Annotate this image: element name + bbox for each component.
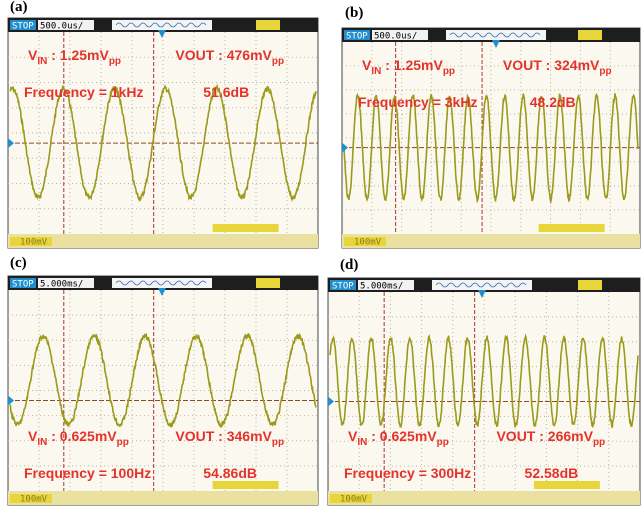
vin-symbol-sub: IN: [357, 437, 367, 448]
bottom-bar: [342, 234, 640, 248]
vout-unit-sub: pp: [272, 437, 284, 448]
panel-label: (c): [10, 255, 27, 271]
vin-unit-sub: pp: [117, 437, 129, 448]
bottom-bar: [8, 491, 318, 505]
vin-unit-sub: pp: [437, 437, 449, 448]
timebase: 500.0us/: [40, 22, 83, 32]
memory-bar: [446, 30, 546, 40]
status: STOP: [12, 280, 34, 290]
status: STOP: [332, 282, 354, 292]
vout-value: VOUT : 476mV: [175, 47, 272, 63]
trigger-box: [256, 278, 280, 288]
measure-box: [213, 224, 279, 232]
panel-label: (d): [340, 257, 358, 273]
panel-label: (b): [345, 5, 363, 21]
panel-label: (a): [10, 0, 28, 15]
measure-box: [539, 224, 605, 232]
vin-unit-sub: pp: [109, 56, 121, 67]
vout-value: VOUT : 324mV: [503, 57, 600, 73]
vin-symbol-sub: IN: [371, 66, 381, 77]
frequency: Frequency = 100Hz: [24, 465, 151, 481]
bottom-bar: [328, 491, 640, 505]
gain: 52.58dB: [525, 465, 579, 481]
timebase: 5.000ms/: [40, 280, 83, 290]
vin-value: : 0.625mV: [367, 428, 437, 444]
vin-symbol-sub: IN: [37, 56, 47, 67]
frequency: Frequency = 300Hz: [344, 465, 471, 481]
timebase: 5.000ms/: [360, 282, 403, 292]
status: STOP: [12, 22, 34, 32]
measure-box: [213, 481, 279, 489]
vout-unit-sub: pp: [593, 437, 605, 448]
gain: 51.6dB: [203, 84, 249, 100]
trigger-box: [256, 20, 280, 30]
vout-value: VOUT : 266mV: [496, 428, 593, 444]
trigger-box: [578, 30, 602, 40]
trigger-box: [578, 280, 602, 290]
vin-unit-sub: pp: [443, 66, 455, 77]
vin-value: : 1.25mV: [47, 47, 109, 63]
measure-box: [534, 481, 600, 489]
channel-scale: 100mV: [340, 495, 368, 505]
channel-scale: 100mV: [20, 495, 48, 505]
memory-bar: [112, 20, 212, 30]
timebase: 500.0us/: [374, 32, 417, 42]
bottom-bar: [8, 234, 318, 248]
vout-unit-sub: pp: [599, 66, 611, 77]
frequency: Frequency = 3kHz: [358, 94, 477, 110]
channel-scale: 100mV: [354, 238, 382, 248]
vin-symbol-sub: IN: [37, 437, 47, 448]
vin-value: : 0.625mV: [47, 428, 117, 444]
vout-unit-sub: pp: [272, 56, 284, 67]
status: STOP: [346, 32, 368, 42]
vin-value: : 1.25mV: [381, 57, 443, 73]
figure: (a)STOP500.0us/100mVVIN : 1.25mVppVOUT :…: [0, 0, 642, 508]
gain: 54.86dB: [203, 465, 257, 481]
memory-bar: [432, 280, 532, 290]
gain: 48.2dB: [530, 94, 576, 110]
channel-scale: 100mV: [20, 238, 48, 248]
frequency: Frequency = 1kHz: [24, 84, 143, 100]
memory-bar: [112, 278, 212, 288]
vout-value: VOUT : 346mV: [175, 428, 272, 444]
